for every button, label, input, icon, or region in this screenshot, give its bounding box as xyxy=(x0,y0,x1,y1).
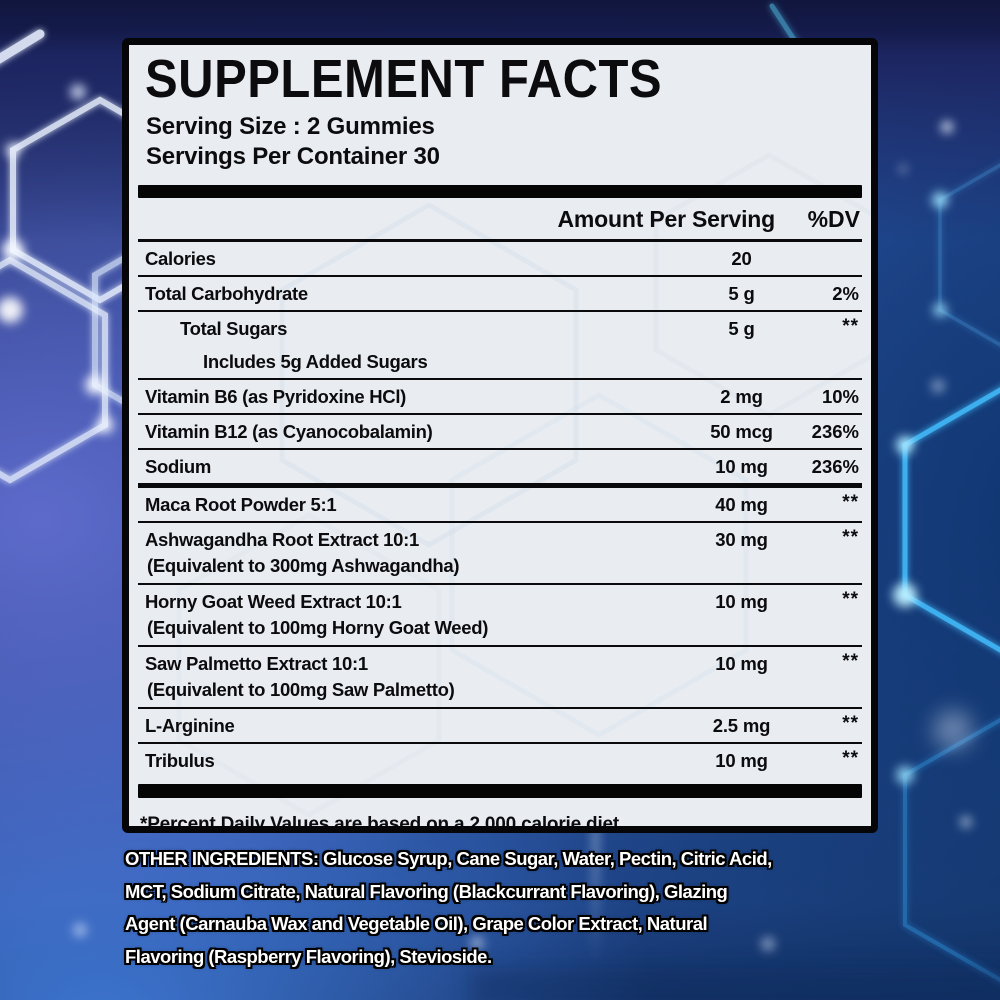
nutrient-name: Total Sugars xyxy=(180,317,288,339)
nutrient-dv: 2% xyxy=(832,282,859,304)
table-header: Amount Per Serving %DV xyxy=(138,198,862,239)
header-divider xyxy=(138,238,862,242)
row-divider xyxy=(138,520,862,523)
nutrient-name: Saw Palmetto Extract 10:1 xyxy=(145,652,368,674)
nutrient-dv: ** xyxy=(842,526,859,548)
table-row-horny-goat-weed: Horny Goat Weed Extract 10:1 (Equivalent… xyxy=(138,585,862,645)
other-ingredients-label: OTHER INGREDIENTS: xyxy=(125,848,319,869)
table-row-maca-root: Maca Root Powder 5:1 40 mg ** xyxy=(138,488,862,521)
section-divider xyxy=(138,482,862,488)
row-divider xyxy=(138,741,862,744)
table-row-calories: Calories 20 xyxy=(138,242,862,275)
row-divider xyxy=(138,309,862,312)
panel-title: SUPPLEMENT FACTS xyxy=(145,49,663,110)
nutrient-amount: 10 mg xyxy=(715,590,768,612)
nutrient-dv: ** xyxy=(842,315,859,337)
nutrient-dv: ** xyxy=(842,747,859,769)
table-row-tribulus: Tribulus 10 mg ** xyxy=(138,744,862,777)
nutrient-dv: ** xyxy=(842,491,859,513)
nutrient-amount: 5 g xyxy=(728,282,755,304)
nutrient-name: L-Arginine xyxy=(145,714,235,736)
nutrient-dv: 236% xyxy=(811,420,859,442)
row-divider xyxy=(138,274,862,277)
panel-hexagon-watermark xyxy=(176,152,871,818)
nutrient-amount: 20 xyxy=(731,247,752,269)
divider-bar-top xyxy=(138,184,862,198)
nutrient-amount: 50 mcg xyxy=(710,420,773,442)
table-row-total-carbohydrate: Total Carbohydrate 5 g 2% xyxy=(138,277,862,310)
table-row-saw-palmetto: Saw Palmetto Extract 10:1 (Equivalent to… xyxy=(138,647,862,707)
row-divider xyxy=(138,447,862,450)
nutrient-name: Vitamin B12 (as Cyanocobalamin) xyxy=(145,420,433,442)
table-row-vitamin-b12: Vitamin B12 (as Cyanocobalamin) 50 mcg 2… xyxy=(138,415,862,448)
table-row-total-sugars: Total Sugars 5 g ** xyxy=(138,312,862,345)
ingredients-line-2: MCT, Sodium Citrate, Natural Flavoring (… xyxy=(125,880,728,902)
row-divider xyxy=(138,706,862,709)
nutrient-amount: 10 mg xyxy=(715,749,768,771)
nutrient-name: Calories xyxy=(145,247,216,269)
column-header-dv: %DV xyxy=(807,205,860,232)
divider-bar-bottom xyxy=(138,783,862,798)
nutrient-name: Ashwagandha Root Extract 10:1 xyxy=(145,528,420,550)
nutrient-name: Tribulus xyxy=(145,749,215,771)
nutrient-amount: 2.5 mg xyxy=(712,714,771,736)
serving-size-text: Serving Size : 2 Gummies xyxy=(146,112,435,140)
table-row-vitamin-b6: Vitamin B6 (as Pyridoxine HCl) 2 mg 10% xyxy=(138,380,862,413)
nutrient-amount: 40 mg xyxy=(715,493,768,515)
table-row-l-arginine: L-Arginine 2.5 mg ** xyxy=(138,709,862,742)
nutrient-dv: 236% xyxy=(811,455,859,477)
ingredients-line-1-text: Glucose Syrup, Cane Sugar, Water, Pectin… xyxy=(318,848,772,869)
light-streaks-and-dots xyxy=(0,3,1000,1000)
nutrient-amount: 10 mg xyxy=(715,652,768,674)
table-row-added-sugars: Includes 5g Added Sugars xyxy=(138,345,862,378)
nutrient-amount: 5 g xyxy=(728,317,755,339)
nutrient-equivalent-note: (Equivalent to 300mg Ashwagandha) xyxy=(147,554,460,576)
row-divider xyxy=(138,582,862,585)
supplement-facts-panel: SUPPLEMENT FACTS Serving Size : 2 Gummie… xyxy=(122,38,878,833)
nutrient-dv: ** xyxy=(842,712,859,734)
row-divider xyxy=(138,377,862,380)
nutrient-amount: 2 mg xyxy=(720,385,763,407)
ingredients-line-3: Agent (Carnauba Wax and Vegetable Oil), … xyxy=(125,913,708,934)
hexagon-cluster-right xyxy=(893,163,1000,983)
nutrient-equivalent-note: (Equivalent to 100mg Saw Palmetto) xyxy=(147,678,455,700)
nutrient-name: Sodium xyxy=(145,455,212,477)
ingredients-line-4: Flavoring (Raspberry Flavoring), Stevios… xyxy=(125,945,492,967)
row-divider xyxy=(138,644,862,647)
servings-per-container-text: Servings Per Container 30 xyxy=(146,142,440,170)
nutrient-dv: 10% xyxy=(821,385,859,407)
nutrient-equivalent-note: (Equivalent to 100mg Horny Goat Weed) xyxy=(147,616,489,638)
nutrient-dv: ** xyxy=(842,650,859,672)
nutrient-name: Maca Root Powder 5:1 xyxy=(145,493,337,515)
nutrient-name: Includes 5g Added Sugars xyxy=(203,350,428,372)
table-row-sodium: Sodium 10 mg 236% xyxy=(138,450,862,483)
nutrient-name: Horny Goat Weed Extract 10:1 xyxy=(145,590,402,612)
column-header-amount: Amount Per Serving xyxy=(557,205,776,232)
nutrient-dv: ** xyxy=(842,588,859,610)
other-ingredients-paragraph: OTHER INGREDIENTS: Glucose Syrup, Cane S… xyxy=(125,843,895,973)
footnote-percent-daily-values: *Percent Daily Values are based on a 2,0… xyxy=(140,813,625,833)
nutrient-name: Total Carbohydrate xyxy=(145,282,308,304)
ingredients-line-1: OTHER INGREDIENTS: Glucose Syrup, Cane S… xyxy=(125,843,895,876)
nutrient-amount: 10 mg xyxy=(715,455,768,477)
row-divider xyxy=(138,412,862,415)
table-row-ashwagandha: Ashwagandha Root Extract 10:1 (Equivalen… xyxy=(138,523,862,583)
nutrient-amount: 30 mg xyxy=(715,528,768,550)
panel-content: SUPPLEMENT FACTS Serving Size : 2 Gummie… xyxy=(129,45,871,833)
nutrient-name: Vitamin B6 (as Pyridoxine HCl) xyxy=(145,385,407,407)
